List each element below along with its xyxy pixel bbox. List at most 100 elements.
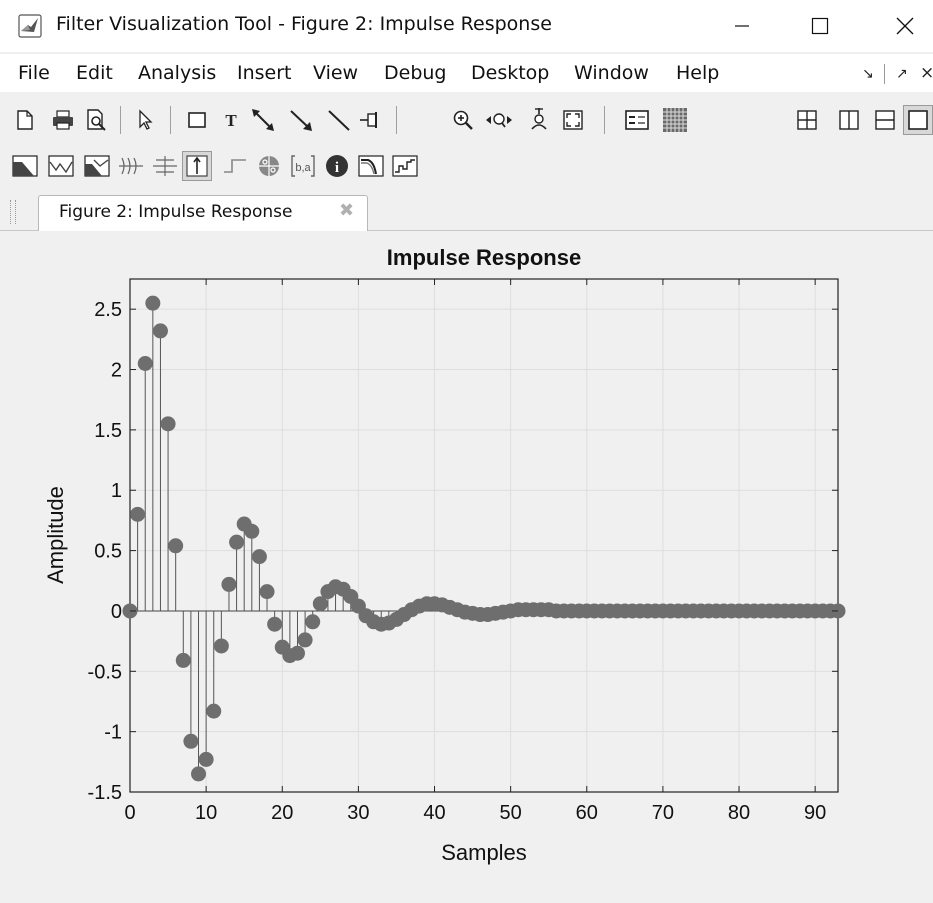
stem-marker <box>244 523 260 539</box>
y-tick-label: 1.5 <box>94 420 122 442</box>
stem-marker <box>191 766 207 782</box>
stem-marker <box>251 549 267 565</box>
maximize-icon <box>811 17 829 35</box>
matlab-icon <box>18 14 42 38</box>
stem-marker <box>297 632 313 648</box>
phase-delay-icon[interactable] <box>150 151 180 181</box>
insert-text-icon[interactable]: T <box>216 105 246 135</box>
window-titlebar[interactable]: Filter Visualization Tool - Figure 2: Im… <box>0 0 933 52</box>
figure-toolbar: T <box>0 98 933 142</box>
menu-debug[interactable]: Debug <box>384 62 447 84</box>
data-cursor-icon[interactable] <box>524 105 554 135</box>
figure-canvas: 0 10 20 30 40 50 60 70 80 90 -1.5 -1 -0.5 0 0.5 1 1.5 2 2.… <box>8 232 933 899</box>
menu-edit[interactable]: Edit <box>76 62 113 84</box>
undock-arrow-icon[interactable]: ↗ <box>896 66 908 82</box>
select-arrow-icon[interactable] <box>130 105 160 135</box>
print-icon[interactable] <box>48 105 78 135</box>
x-tick-label: 60 <box>576 802 598 824</box>
stem-marker <box>213 638 229 654</box>
tab-grip-handle[interactable] <box>10 200 16 224</box>
stem-marker <box>175 652 191 668</box>
dock-arrow-icon[interactable]: ↘ <box>862 66 874 82</box>
menubar-separator <box>884 64 885 84</box>
new-figure-icon[interactable] <box>10 105 40 135</box>
stem-marker <box>221 576 237 592</box>
stem-marker <box>152 323 168 339</box>
magnitude-response-icon[interactable] <box>10 151 40 181</box>
stem-series <box>122 295 846 782</box>
minimize-button[interactable] <box>714 0 770 52</box>
impulse-response-chart[interactable]: 0 10 20 30 40 50 60 70 80 90 -1.5 -1 -0.5 0 0.5 1 1.5 2 2.… <box>8 232 933 899</box>
layout-split-horizontal-icon[interactable] <box>870 105 900 135</box>
menu-desktop[interactable]: Desktop <box>471 62 550 84</box>
stem-marker <box>145 295 161 311</box>
toolbar-separator <box>120 106 121 134</box>
close-button[interactable] <box>877 0 933 52</box>
x-tick-label: 30 <box>347 802 369 824</box>
insert-arrow-icon[interactable] <box>286 105 316 135</box>
x-tick-label: 90 <box>804 802 826 824</box>
menu-view[interactable]: View <box>313 62 359 84</box>
layout-tile-icon[interactable] <box>792 105 822 135</box>
figure-close-icon[interactable]: × <box>920 63 933 83</box>
stem-marker <box>259 584 275 600</box>
stem-marker <box>137 355 153 371</box>
stem-marker <box>305 614 321 630</box>
toolbar-separator <box>604 106 605 134</box>
impulse-response-icon[interactable] <box>182 151 212 181</box>
stem-marker <box>130 506 146 522</box>
phase-response-icon[interactable] <box>46 151 76 181</box>
x-tick-label: 40 <box>423 802 445 824</box>
magnitude-estimate-icon[interactable] <box>356 151 386 181</box>
step-response-icon[interactable] <box>220 151 250 181</box>
svg-text:b,a: b,a <box>295 162 311 174</box>
stem-marker <box>206 703 222 719</box>
close-icon <box>896 17 914 35</box>
insert-double-arrow-icon[interactable] <box>248 105 278 135</box>
x-tick-label: 10 <box>195 802 217 824</box>
zoom-in-icon[interactable] <box>448 105 478 135</box>
stem-marker <box>160 416 176 432</box>
y-tick-label: 2.5 <box>94 299 122 321</box>
menu-window[interactable]: Window <box>574 62 649 84</box>
y-tick-label: -0.5 <box>88 661 122 683</box>
tab-label: Figure 2: Impulse Response <box>59 202 293 222</box>
insert-line-icon[interactable] <box>324 105 354 135</box>
menu-analysis[interactable]: Analysis <box>138 62 217 84</box>
stem-marker <box>183 733 199 749</box>
tab-close-icon[interactable]: ✖ <box>339 200 355 221</box>
y-tick-label: -1 <box>104 722 122 744</box>
print-preview-icon[interactable] <box>82 105 112 135</box>
y-tick-label: 0.5 <box>94 541 122 563</box>
x-tick-label: 50 <box>500 802 522 824</box>
pole-zero-icon[interactable] <box>254 151 284 181</box>
svg-text:i: i <box>335 160 339 176</box>
full-view-icon[interactable] <box>558 105 588 135</box>
x-tick-label: 80 <box>728 802 750 824</box>
stem-marker <box>168 538 184 554</box>
layout-maximize-icon[interactable] <box>903 105 933 135</box>
legend-icon[interactable] <box>622 105 652 135</box>
stem-marker <box>198 751 214 767</box>
menu-help[interactable]: Help <box>676 62 720 84</box>
analysis-toolbar: b,a i <box>0 145 933 189</box>
menu-file[interactable]: File <box>18 62 50 84</box>
magnitude-phase-icon[interactable] <box>82 151 112 181</box>
pin-icon[interactable] <box>356 105 386 135</box>
group-delay-icon[interactable] <box>116 151 146 181</box>
stem-marker <box>267 616 283 632</box>
round-off-noise-icon[interactable] <box>390 151 420 181</box>
svg-text:T: T <box>225 111 237 130</box>
maximize-button[interactable] <box>792 0 848 52</box>
menu-insert[interactable]: Insert <box>237 62 292 84</box>
filter-coefficients-icon[interactable]: b,a <box>288 151 318 181</box>
chart-title: Impulse Response <box>387 245 581 270</box>
pan-icon[interactable] <box>484 105 514 135</box>
x-tick-label: 20 <box>271 802 293 824</box>
y-tick-label: 0 <box>111 601 122 623</box>
tab-figure-2[interactable]: Figure 2: Impulse Response ✖ <box>38 195 368 231</box>
grid-icon[interactable] <box>660 105 690 135</box>
insert-rectangle-icon[interactable] <box>182 105 212 135</box>
filter-information-icon[interactable]: i <box>322 151 352 181</box>
layout-split-vertical-icon[interactable] <box>834 105 864 135</box>
